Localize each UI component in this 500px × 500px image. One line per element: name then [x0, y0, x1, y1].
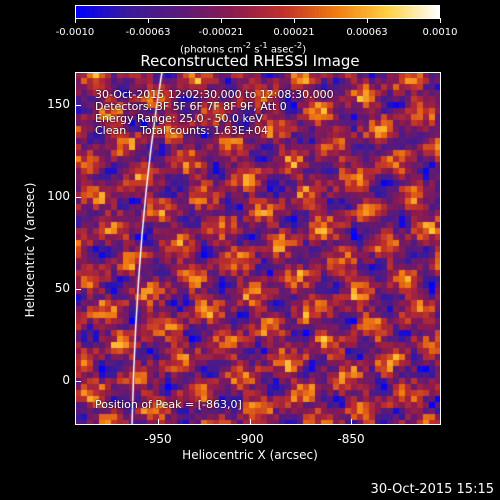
colorbar-tick-mark — [440, 18, 441, 23]
x-tick-label: -950 — [144, 432, 172, 446]
colorbar-tick-mark — [75, 18, 76, 23]
y-tick-label: 0 — [62, 373, 70, 387]
colorbar-tick-label: 0.0010 — [422, 27, 458, 38]
y-tick-mark — [75, 197, 81, 198]
x-axis-label: Heliocentric X (arcsec) — [182, 448, 318, 462]
x-tick-mark — [250, 419, 251, 425]
y-tick-mark — [75, 289, 81, 290]
peak-position: Position of Peak = [-863,0] — [95, 398, 242, 411]
x-tick-label: -900 — [236, 432, 264, 446]
colorbar — [75, 5, 440, 19]
x-tick-mark — [158, 419, 159, 425]
x-tick-label: -850 — [337, 432, 365, 446]
info-time-range: 30-Oct-2015 12:02:30.000 to 12:08:30.000 — [95, 88, 334, 101]
colorbar-tick-mark — [148, 18, 149, 23]
y-tick-mark — [75, 105, 81, 106]
colorbar-tick-label: -0.0010 — [55, 27, 95, 38]
y-tick-mark — [75, 381, 81, 382]
info-detectors: Detectors: 3F 5F 6F 7F 8F 9F, Att 0 — [95, 100, 287, 113]
y-tick-label: 50 — [54, 281, 70, 295]
colorbar-tick-mark — [294, 18, 295, 23]
y-tick-label: 100 — [47, 189, 70, 203]
info-clean-counts: Clean Total counts: 1.63E+04 — [95, 124, 269, 137]
rhessi-image — [75, 72, 441, 425]
colorbar-tick-label: 0.00021 — [273, 27, 315, 38]
x-tick-mark — [351, 419, 352, 425]
colorbar-tick-label: 0.00063 — [346, 27, 388, 38]
info-energy-range: Energy Range: 25.0 - 50.0 keV — [95, 112, 263, 125]
colorbar-tick-label: -0.00021 — [198, 27, 244, 38]
plot-title: Reconstructed RHESSI Image — [140, 52, 360, 70]
y-tick-label: 150 — [47, 97, 70, 111]
colorbar-tick-mark — [221, 18, 222, 23]
colorbar-tick-label: -0.00063 — [125, 27, 171, 38]
colorbar-units: (photons cm-2 s-1 asec-2) — [180, 40, 307, 56]
colorbar-tick-mark — [367, 18, 368, 23]
y-axis-label: Heliocentric Y (arcsec) — [23, 182, 37, 318]
timestamp: 30-Oct-2015 15:15 — [370, 482, 494, 497]
